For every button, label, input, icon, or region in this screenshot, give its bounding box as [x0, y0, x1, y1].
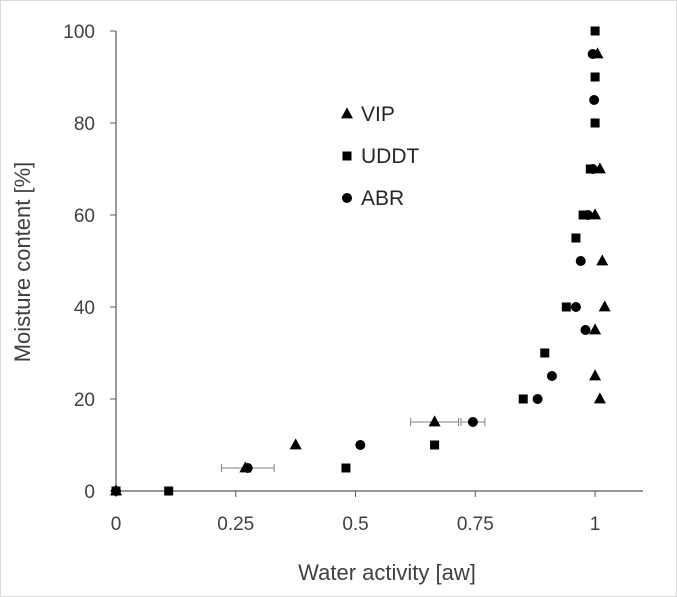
x-tick-label: 0.5	[342, 514, 368, 535]
point-abr	[111, 486, 121, 496]
legend-marker-abr	[342, 193, 352, 203]
point-vip	[589, 369, 602, 381]
point-uddt	[540, 348, 550, 358]
y-tick-label: 80	[74, 114, 95, 135]
point-vip	[289, 438, 302, 450]
point-abr	[589, 95, 600, 105]
point-abr	[242, 463, 253, 473]
point-uddt	[341, 463, 351, 473]
point-vip	[598, 300, 611, 312]
error-bars	[220, 418, 486, 472]
point-uddt	[164, 486, 174, 496]
legend-label-abr: ABR	[361, 187, 404, 210]
point-uddt	[430, 440, 440, 450]
x-tick-label: 0	[111, 514, 122, 535]
point-vip	[589, 323, 602, 335]
point-uddt	[590, 72, 600, 82]
point-abr	[587, 164, 598, 174]
point-abr	[355, 440, 366, 450]
point-abr	[587, 49, 598, 59]
x-tick-label: 0.75	[457, 514, 494, 535]
legend-marker-vip	[341, 107, 353, 119]
y-tick-label: 40	[74, 298, 95, 319]
y-tick-label: 0	[84, 482, 95, 503]
point-vip	[596, 254, 609, 266]
point-abr	[575, 256, 586, 266]
point-abr	[582, 210, 593, 220]
legend: VIP UDDT ABR	[341, 103, 419, 210]
point-uddt	[571, 233, 581, 243]
point-abr	[580, 325, 591, 335]
point-abr	[532, 394, 543, 404]
x-tick-label: 1	[590, 514, 601, 535]
y-tick-label: 60	[74, 206, 95, 227]
point-uddt	[590, 26, 600, 36]
point-uddt	[590, 118, 600, 128]
point-abr	[467, 417, 478, 427]
point-vip	[593, 392, 606, 404]
legend-marker-uddt	[342, 151, 352, 161]
point-uddt	[518, 394, 528, 404]
data-markers	[110, 26, 611, 496]
x-tick-label: 0.25	[217, 514, 254, 535]
x-axis-title: Water activity [aw]	[298, 560, 476, 585]
y-axis-title: Moisture content [%]	[10, 162, 35, 363]
y-tick-label: 100	[63, 22, 95, 43]
tick-labels: 0 0.25 0.5 0.75 1 0 20 40 60 80 100	[63, 22, 600, 535]
axes	[110, 30, 643, 497]
legend-label-vip: VIP	[361, 103, 395, 126]
y-tick-label: 20	[74, 390, 95, 411]
point-vip	[428, 415, 441, 427]
point-abr	[570, 302, 581, 312]
point-abr	[546, 371, 557, 381]
point-uddt	[561, 302, 571, 312]
legend-label-uddt: UDDT	[361, 145, 419, 168]
